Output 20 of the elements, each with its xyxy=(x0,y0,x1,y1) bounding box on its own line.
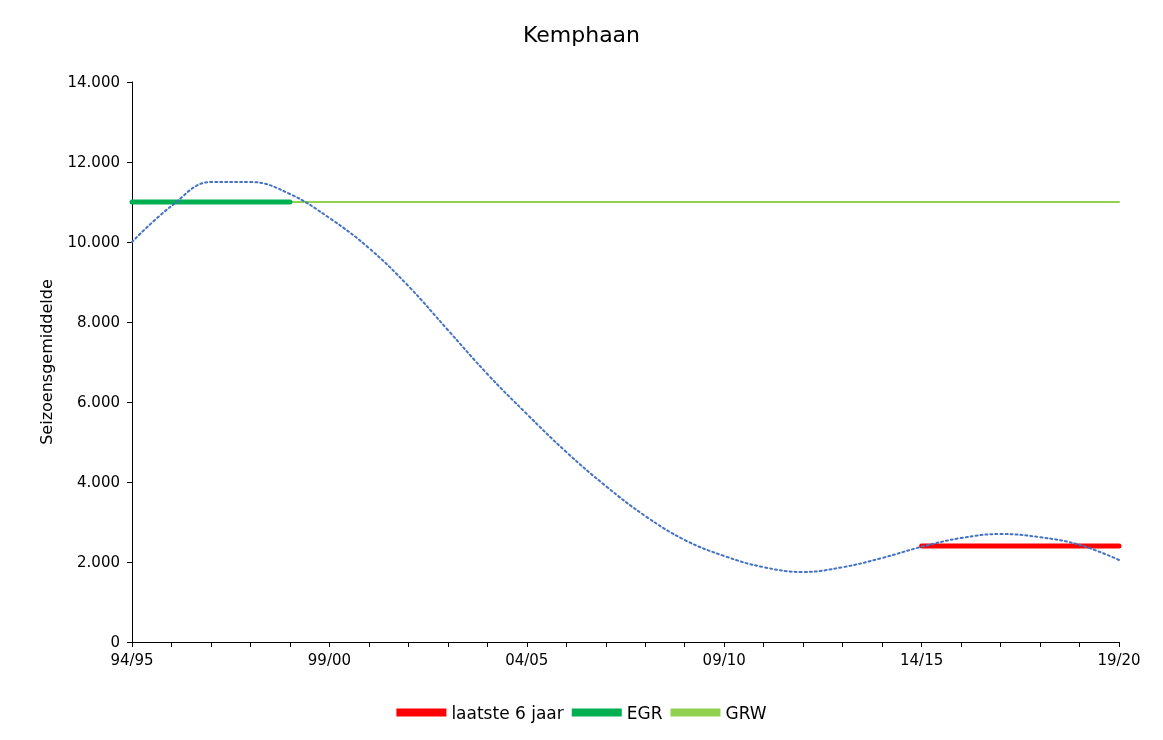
x-tick-label: 99/00 xyxy=(307,650,352,669)
y-tick-label: 8.000 xyxy=(77,313,120,331)
y-tick-label: 4.000 xyxy=(77,473,120,491)
x-tick-label: 09/10 xyxy=(702,650,746,669)
x-tick-label: 14/15 xyxy=(899,650,944,669)
y-tick-label: 6.000 xyxy=(77,393,120,411)
y-tick-label: 2.000 xyxy=(77,553,120,571)
y-tick-label: 0 xyxy=(110,633,120,651)
y-tick-label: 12.000 xyxy=(67,153,120,171)
y-tick-label: 10.000 xyxy=(67,233,120,251)
y-axis-title: Seizoensgemiddelde xyxy=(36,279,56,445)
legend-label: GRW xyxy=(725,702,767,723)
y-tick-label: 14.000 xyxy=(67,73,120,91)
legend-label: laatste 6 jaar xyxy=(451,702,564,723)
x-tick-label: 19/20 xyxy=(1097,650,1141,669)
x-tick-label: 04/05 xyxy=(505,650,549,669)
line-series xyxy=(131,181,1120,573)
x-tick-label: 94/95 xyxy=(110,650,154,669)
legend-label: EGR xyxy=(626,702,663,723)
chart-title: Kemphaan xyxy=(522,21,641,47)
